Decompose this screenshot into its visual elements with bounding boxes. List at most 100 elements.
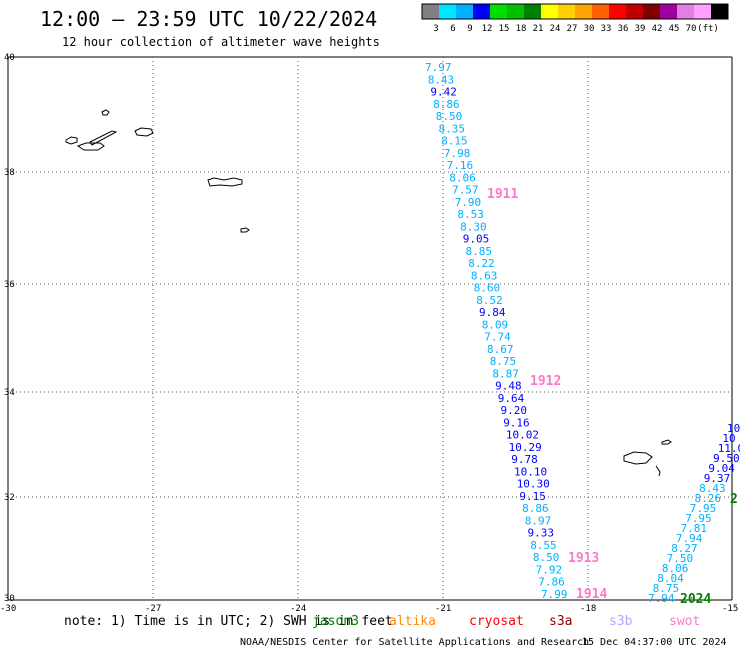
lat-label-40: 40 — [4, 53, 15, 63]
colorbar-swatch — [660, 4, 677, 19]
colorbar-label: (ft) — [697, 24, 719, 34]
swh-value: 8.22 — [468, 257, 495, 270]
colorbar-label: 18 — [516, 24, 527, 34]
swh-value: 10.10 — [514, 465, 547, 478]
map-frame — [7, 56, 733, 601]
lon-label-27: -27 — [145, 604, 161, 614]
swh-value: 7.95 — [685, 512, 712, 525]
colorbar-label: 39 — [635, 24, 646, 34]
swh-value: 9.42 — [430, 86, 457, 99]
colorbar-swatch — [507, 4, 524, 19]
swh-value: 7.98 — [444, 147, 471, 160]
colorbar-swatch — [592, 4, 609, 19]
swh-value: 10 — [722, 432, 735, 445]
swh-value: 8.60 — [474, 282, 501, 295]
footer-timestamp: 15 Dec 04:37:00 UTC 2024 — [582, 637, 727, 648]
colorbar-label: 9 — [467, 24, 472, 34]
island-flores — [101, 109, 110, 116]
lat-labels: 40 38 36 34 32 30 — [4, 53, 15, 604]
swh-value: 8.43 — [699, 482, 726, 495]
colorbar-swatch — [677, 4, 694, 19]
swh-value: 7.90 — [455, 196, 482, 209]
island-santa-maria — [240, 227, 250, 233]
lon-label-30: -30 — [0, 604, 16, 614]
swh-value: 8.06 — [662, 562, 689, 575]
colorbar: 3 6 9 12 15 18 21 24 27 30 33 36 39 42 45 70 (ft) — [421, 3, 729, 34]
colorbar-label: 33 — [601, 24, 612, 34]
colorbar-label: 12 — [482, 24, 493, 34]
island-faial — [65, 136, 78, 145]
satellite-legend-item: swot — [669, 614, 700, 629]
map-title: 12:00 – 23:59 UTC 10/22/2024 — [40, 7, 377, 31]
colorbar-label: 27 — [567, 24, 578, 34]
swh-value: 7.50 — [667, 552, 694, 565]
swh-value: 11.0 — [718, 442, 740, 455]
swh-value: 7.81 — [681, 522, 708, 535]
track-time-label: 1911 — [487, 187, 518, 202]
swh-value: 8.26 — [695, 492, 722, 505]
track-time-label: 1914 — [576, 587, 607, 602]
swh-value: 7.86 — [538, 576, 565, 589]
lat-label-30: 30 — [4, 594, 15, 604]
track-right: 7.948.758.048.067.508.277.947.817.957.95… — [648, 422, 740, 605]
colorbar-label: 15 — [499, 24, 510, 34]
track-ids: 1911 1912 1913 1914 2024 2 — [487, 187, 738, 607]
colorbar-swatch — [558, 4, 575, 19]
swh-value: 9.37 — [704, 472, 731, 485]
island-porto-santo — [661, 439, 672, 445]
swh-value: 7.94 — [676, 532, 703, 545]
colorbar-swatch — [439, 4, 456, 19]
colorbar-swatch — [575, 4, 592, 19]
track-time-label: 2 — [730, 492, 738, 507]
map-subtitle: 12 hour collection of altimeter wave hei… — [62, 35, 380, 49]
swh-value: 7.57 — [452, 184, 479, 197]
swh-value: 7.74 — [484, 331, 511, 344]
swh-value: 8.55 — [530, 539, 557, 552]
legend-note: note: 1) Time is in UTC; 2) SWH is in fe… — [64, 614, 393, 629]
swh-value: 10.02 — [506, 429, 539, 442]
swh-value: 8.86 — [433, 98, 460, 111]
track-time-label: 2024 — [680, 592, 711, 607]
swh-value: 8.63 — [471, 269, 498, 282]
lon-label-18: -18 — [580, 604, 596, 614]
graticule — [8, 57, 732, 600]
lon-label-24: -24 — [290, 604, 306, 614]
colorbar-swatch — [456, 4, 473, 19]
colorbar-label: 6 — [450, 24, 455, 34]
swh-value: 8.87 — [492, 367, 519, 380]
colorbar-label: 45 — [669, 24, 680, 34]
swh-value: 10.30 — [517, 478, 550, 491]
island-pico — [76, 142, 105, 151]
swh-value: 7.94 — [648, 592, 675, 605]
colorbar-swatch — [643, 4, 660, 19]
island-madeira — [623, 451, 653, 465]
swh-value: 10.29 — [509, 441, 542, 454]
island-terceira — [134, 127, 154, 137]
swh-value: 9.33 — [528, 527, 555, 540]
swh-value: 8.85 — [466, 245, 493, 258]
swh-value: 7.92 — [536, 564, 563, 577]
swh-value: 8.52 — [476, 294, 503, 307]
colorbar-swatch — [541, 4, 558, 19]
colorbar-label: 24 — [550, 24, 561, 34]
swh-value: 7.97 — [425, 61, 452, 74]
swh-value: 8.09 — [482, 318, 509, 331]
satellite-legend-item: cryosat — [469, 614, 524, 629]
colorbar-swatch — [694, 4, 711, 19]
track-time-label: 1913 — [568, 551, 599, 566]
track-main: 7.978.439.428.868.508.358.157.987.168.06… — [425, 61, 568, 601]
colorbar-label: 21 — [533, 24, 544, 34]
footer-credit: NOAA/NESDIS Center for Satellite Applica… — [240, 637, 589, 648]
colorbar-label: 30 — [584, 24, 595, 34]
lat-label-36: 36 — [4, 280, 15, 290]
swh-value: 7.16 — [447, 159, 474, 172]
swh-value: 10 — [727, 422, 740, 435]
lat-label-38: 38 — [4, 168, 15, 178]
satellite-legend: jason3 altika cryosat s3a s3b swot — [312, 614, 700, 629]
colorbar-swatch — [490, 4, 507, 19]
island-sao-miguel — [207, 177, 243, 187]
swh-value: 8.27 — [671, 542, 698, 555]
lat-label-34: 34 — [4, 388, 15, 398]
swh-value: 8.50 — [436, 110, 463, 123]
satellite-legend-item: s3b — [609, 614, 633, 629]
